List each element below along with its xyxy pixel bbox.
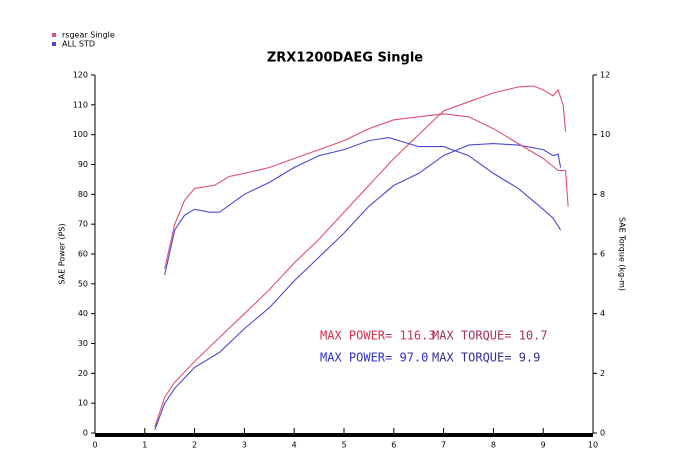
legend-label: rsgear Single — [62, 31, 115, 40]
y2-tick-label: 10 — [600, 130, 610, 139]
x-tick-label: 3 — [242, 441, 247, 450]
series-line — [164, 137, 562, 276]
y-tick-label: 0 — [83, 429, 88, 438]
series-line — [164, 113, 569, 270]
annotation: MAX TORQUE= 10.7 — [432, 329, 548, 343]
y-axis-label: SAE Power (PS) — [58, 223, 67, 284]
y-tick-label: 50 — [78, 279, 88, 288]
y-tick-label: 60 — [78, 250, 88, 259]
y-tick-label: 40 — [78, 309, 88, 318]
y2-tick-label: 8 — [600, 190, 605, 199]
legend-label: ALL STD — [62, 40, 95, 49]
x-tick-label: 8 — [491, 441, 496, 450]
y-tick-label: 70 — [78, 220, 88, 229]
x-tick-label: 2 — [192, 441, 197, 450]
x-tick-label: 5 — [341, 441, 346, 450]
legend-swatch — [52, 42, 56, 46]
y2-tick-label: 12 — [600, 71, 610, 80]
legend-swatch — [52, 33, 56, 37]
y-tick-label: 90 — [78, 160, 88, 169]
x-tick-label: 7 — [441, 441, 446, 450]
y2-tick-label: 2 — [600, 369, 605, 378]
x-tick-label: 9 — [541, 441, 546, 450]
y-tick-label: 110 — [73, 100, 88, 109]
y-tick-label: 10 — [78, 399, 88, 408]
x-axis — [95, 433, 593, 437]
x-tick-label: 0 — [92, 441, 97, 450]
annotation: MAX POWER= 97.0 — [320, 351, 428, 365]
series-line — [154, 143, 562, 431]
x-tick-label: 10 — [588, 441, 598, 450]
y-tick-label: 100 — [73, 130, 88, 139]
y2-tick-label: 4 — [600, 309, 605, 318]
chart-title: ZRX1200DAEG Single — [267, 51, 423, 66]
y-tick-label: 30 — [78, 339, 88, 348]
annotation: MAX TORQUE= 9.9 — [432, 351, 540, 365]
x-tick-label: 4 — [292, 441, 297, 450]
x-tick-label: 6 — [391, 441, 396, 450]
y2-axis-label: SAE Torque (kg-m) — [618, 217, 627, 291]
y-tick-label: 20 — [78, 369, 88, 378]
x-tick-label: 1 — [142, 441, 147, 450]
y2-tick-label: 6 — [600, 250, 605, 259]
annotation: MAX POWER= 116.3 — [320, 329, 436, 343]
y-tick-label: 120 — [73, 71, 88, 80]
series-line — [154, 85, 567, 428]
y2-tick-label: 0 — [600, 429, 605, 438]
y-tick-label: 80 — [78, 190, 88, 199]
